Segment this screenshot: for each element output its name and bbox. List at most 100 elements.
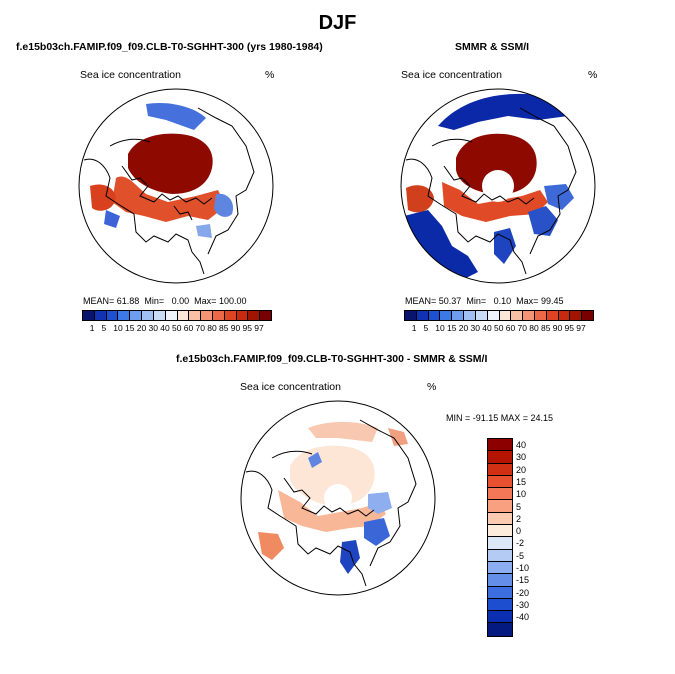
colorbar-tick-label: -20: [516, 587, 530, 598]
right-ice-hudson: [406, 185, 434, 213]
colorbar-swatch: [212, 311, 225, 320]
colorbar-swatch: [83, 311, 95, 320]
right-ice-ring: [442, 182, 548, 222]
diff-greenland-sea-neg: [368, 492, 392, 514]
colorbar-tick-label: 60: [183, 323, 194, 333]
colorbar-tick-label: 95: [564, 323, 574, 333]
colorbar-swatch: [488, 512, 512, 526]
right-ice-core: [456, 133, 537, 195]
left-ice-core: [128, 133, 213, 194]
colorbar-swatch: [106, 311, 119, 320]
colorbar-tick-label: 90: [552, 323, 563, 333]
colorbar-swatch: [511, 311, 524, 320]
colorbar-swatch: [94, 311, 107, 320]
diff-bering-neg: [340, 540, 360, 574]
colorbar-tick-label: -40: [516, 612, 530, 623]
diff-field-label: Sea ice concentration: [240, 381, 341, 393]
colorbar-tick-label: 70: [517, 323, 527, 333]
colorbar-tick-label: 0: [516, 526, 522, 537]
right-unit-label: %: [588, 69, 598, 81]
colorbar-swatch: [201, 311, 213, 320]
colorbar-tick-label: -2: [516, 538, 525, 549]
diff-min-max-stats: MIN = -91.15 MAX = 24.15: [446, 413, 554, 423]
colorbar-swatch: [405, 311, 417, 320]
colorbar-swatch: [488, 488, 512, 501]
colorbar-tick-label: 50: [494, 323, 504, 333]
left-polar-map: [78, 88, 274, 284]
colorbar-tick-label: 5: [423, 323, 429, 333]
diff-ring-positive: [278, 490, 386, 532]
colorbar-swatch: [488, 451, 512, 464]
colorbar-swatch: [488, 463, 512, 476]
left-min-label: Min=: [144, 296, 165, 306]
colorbar-swatch: [248, 311, 261, 320]
colorbar-swatch: [488, 623, 512, 636]
colorbar-swatch: [416, 311, 429, 320]
left-min-value: 0.00: [171, 296, 190, 306]
colorbar-tick-label: -5: [516, 550, 525, 561]
colorbar-swatch: [177, 311, 190, 320]
left-coastline: [83, 107, 255, 275]
right-max-label: Max=: [516, 296, 539, 306]
colorbar-swatch: [523, 311, 535, 320]
diff-case-title: f.e15b03ch.FAMIP.f09_f09.CLB-T0-SGHHT-30…: [176, 353, 488, 365]
colorbar-tick-label: 5: [516, 501, 522, 512]
colorbar-tick-label: 97: [576, 323, 586, 333]
colorbar-tick-label: 10: [435, 323, 445, 333]
diff-east-neg: [388, 428, 408, 446]
colorbar-tick-label: 40: [482, 323, 492, 333]
colorbar-swatch: [118, 311, 131, 320]
colorbar-swatch: [488, 549, 512, 562]
colorbar-swatch: [488, 574, 512, 587]
colorbar-swatch: [570, 311, 583, 320]
colorbar-tick-label: 20: [136, 323, 147, 333]
colorbar-swatch: [142, 311, 154, 320]
left-stats-line: MEAN= 61.88 Min= 0.00 Max= 100.00: [83, 296, 246, 306]
colorbar-tick-label: 97: [254, 323, 264, 333]
right-polar-map: [400, 88, 596, 284]
colorbar-swatch: [488, 475, 512, 489]
left-ice-labrador: [104, 210, 120, 228]
colorbar-swatch: [487, 311, 500, 320]
colorbar-tick-label: -30: [516, 599, 530, 610]
colorbar-swatch: [464, 311, 476, 320]
left-mean-value: 61.88: [116, 296, 140, 306]
colorbar-swatch: [236, 311, 249, 320]
page-title: DJF: [318, 12, 357, 34]
colorbar-tick-label: 20: [516, 464, 527, 475]
colorbar-tick-label: 1: [89, 323, 95, 333]
colorbar-tick-label: 5: [101, 323, 107, 333]
colorbar-swatch: [488, 611, 512, 624]
colorbar-swatch: [546, 311, 559, 320]
colorbar-swatch: [475, 311, 488, 320]
left-unit-label: %: [265, 69, 275, 81]
colorbar-tick-label: 85: [219, 323, 229, 333]
right-ice-bering: [494, 228, 516, 264]
colorbar-tick-label: 90: [230, 323, 241, 333]
colorbar-tick-label: 95: [242, 323, 252, 333]
colorbar-tick-label: 50: [172, 323, 182, 333]
right-stats-line: MEAN= 50.37 Min= 0.10 Max= 99.45: [405, 296, 563, 306]
colorbar-tick-label: -15: [516, 575, 530, 586]
diff-polar-map: [240, 400, 436, 596]
right-min-label: Min=: [466, 296, 487, 306]
left-ice-hudson: [90, 184, 116, 211]
colorbar-swatch: [165, 311, 178, 320]
colorbar-swatch: [428, 311, 441, 320]
colorbar-tick-label: 15: [125, 323, 135, 333]
right-max-value: 99.45: [540, 296, 564, 306]
colorbar-swatch: [153, 311, 166, 320]
colorbar-swatch: [488, 586, 512, 599]
colorbar-tick-label: 85: [541, 323, 551, 333]
colorbar-swatch: [499, 311, 512, 320]
colorbar-tick-label: 10: [113, 323, 123, 333]
colorbar-tick-label: 80: [529, 323, 539, 333]
right-mean-label: MEAN=: [405, 296, 437, 306]
colorbar-tick-label: 20: [458, 323, 469, 333]
colorbar-swatch: [130, 311, 143, 320]
diff-colorbar: [487, 438, 513, 637]
colorbar-swatch: [488, 537, 512, 550]
colorbar-swatch: [260, 311, 271, 320]
colorbar-tick-label: 10: [516, 489, 527, 500]
right-pole-hole: [482, 170, 514, 202]
